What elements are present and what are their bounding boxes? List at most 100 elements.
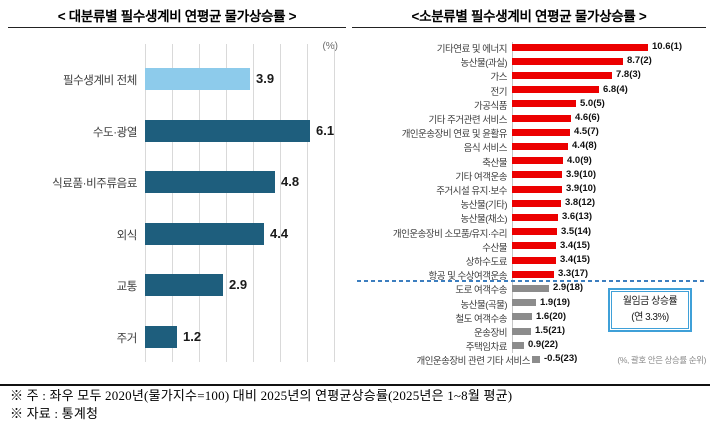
bar [512,213,558,221]
bar [145,119,310,142]
gridline [280,44,281,362]
value-label: 4.6(6) [575,112,600,123]
value-label: 4.4(8) [572,140,597,152]
value-label: 3.4(15) [560,239,591,251]
source-line: ※ 자료 : 통계청 [10,406,99,421]
value-label: 3.3(17) [558,268,589,280]
bar [512,256,556,264]
bar [512,270,554,278]
bar [512,299,536,307]
bar [512,57,623,65]
bar [512,86,599,94]
bar [512,199,561,207]
value-label: -0.5(23) [544,353,578,365]
category-label: 식료품·비주류음료 [52,178,137,190]
category-label: 전기 [490,86,508,98]
bar [512,185,562,193]
value-label: 4.8 [281,174,300,189]
bar [145,274,223,296]
category-label: 교통 [116,281,138,293]
rank-note: (%, 괄호 안은 상승률 순위) [617,355,706,365]
right-chart-title: <소분류별 필수생계비 연평균 물가상승률 > [352,6,706,28]
value-label: 6.8(4) [603,83,628,95]
category-label: 개인운송장비 관련 기타 서비스 [416,356,530,368]
value-label: 1.2 [183,328,202,344]
value-label: 7.8(3) [616,69,641,81]
bar [512,327,531,335]
wage-growth-reference-line [357,280,706,282]
wage-growth-annotation-box: 월임금 상승률 (연 3.3%) [608,288,692,332]
value-label: 5.0(5) [580,97,605,109]
category-label: 기타 주거관련 서비스 [428,115,508,126]
value-label: 6.1 [316,122,335,138]
category-label: 외식 [116,229,138,242]
bar [512,228,557,236]
value-label: 3.6(13) [562,211,593,223]
annotation-sublabel: (연 3.3%) [631,312,669,323]
value-label: 3.9(10) [566,183,597,194]
category-label: 수산물 [482,242,507,254]
category-label: 주거 [116,332,138,345]
category-label: 주택임차료 [465,342,508,354]
annotation-label: 월임금 상승률 [622,296,678,307]
category-label: 도로 여객수송 [455,285,507,297]
value-label: 3.5(14) [561,225,592,237]
gridline [172,44,173,362]
category-label: 개인운송장비 연료 및 윤활유 [401,129,508,141]
value-label: 8.7(2) [627,55,652,67]
value-label: 1.9(19) [540,296,571,308]
annotation-inner-border: 월임금 상승률 (연 3.3%) [611,291,689,329]
bar [512,43,648,51]
gridline [145,44,146,362]
category-label: 가공식품 [474,100,507,112]
category-label: 상하수도료 [465,257,508,268]
bar [512,157,563,165]
value-label: 4.0(9) [567,154,592,166]
footnotes: ※ 주 : 좌우 모두 2020년(물가지수=100) 대비 2025년의 연평… [0,384,710,422]
gridline [307,44,308,362]
gridline [199,44,200,362]
value-label: 1.5(21) [535,325,566,336]
bar [512,142,568,150]
bar [512,128,570,136]
sub-category-chart: 기타연료 및 에너지 10.6(1) 농산물(과실) 8.7(2) 가스 7.8(3) 전기… [355,36,710,381]
category-label: 가스 [490,72,508,84]
bar [145,171,275,193]
bar [512,71,612,79]
category-label: 기타연료 및 에너지 [436,44,508,55]
category-label: 주거시설 유지·보수 [436,186,507,197]
bar [512,341,524,349]
value-label: 2.9(18) [553,282,584,294]
bar [512,171,562,179]
left-chart-title: < 대분류별 필수생계비 연평균 물가상승률 > [8,6,346,28]
gridline [334,44,335,362]
percent-unit-label: (%) [322,41,338,52]
value-label: 10.6(1) [652,41,683,52]
bar [512,242,556,250]
category-label: 농산물(과실) [460,58,507,70]
category-label: 농산물(기타) [460,200,507,212]
note-line: ※ 주 : 좌우 모두 2020년(물가지수=100) 대비 2025년의 연평… [10,388,513,403]
category-label: 농산물(곡물) [460,299,507,311]
bar [512,284,549,292]
category-label: 필수생계비 전체 [62,75,137,87]
bar [512,100,576,108]
value-label: 0.9(22) [528,339,559,351]
category-label: 축산물 [482,157,507,169]
bar [532,355,540,363]
value-label: 4.4 [270,225,289,241]
category-label: 농산물(채소) [460,214,507,226]
bar [145,222,264,245]
category-label: 운송장비 [474,328,507,339]
value-label: 2.9 [229,277,248,292]
gridline [226,44,227,362]
value-label: 1.6(20) [536,310,567,322]
bar [512,313,532,321]
bar [145,68,250,90]
category-label: 항공 및 수상여객운송 [428,271,508,283]
category-label: 음식 서비스 [463,143,508,155]
bar [512,114,571,122]
major-category-chart: (%) 필수생계비 전체 3.9 수도·광열 6.1 식료품·비주류음료 4.8 외식 4.4… [0,40,355,370]
category-label: 개인운송장비 소모품/유지·수리 [392,228,508,240]
